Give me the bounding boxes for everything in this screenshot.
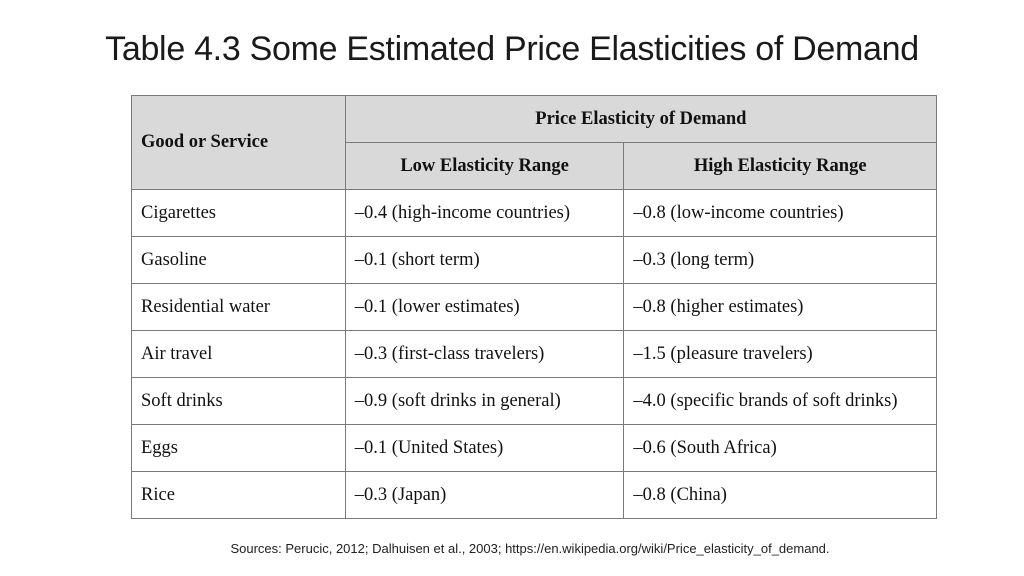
table-row: Soft drinks –0.9 (soft drinks in general… xyxy=(131,377,937,425)
cell-good: Soft drinks xyxy=(131,377,346,425)
cell-good: Cigarettes xyxy=(131,189,346,237)
header-row-ranges: Low Elasticity Range High Elasticity Ran… xyxy=(132,142,937,190)
cell-good: Gasoline xyxy=(131,236,346,284)
header-low-range: Low Elasticity Range xyxy=(344,142,625,190)
slide-title: Table 4.3 Some Estimated Price Elasticit… xyxy=(105,30,919,68)
cell-high: –1.5 (pleasure travelers) xyxy=(623,330,937,378)
cell-low: –0.9 (soft drinks in general) xyxy=(344,377,625,425)
table-header: Good or Service Price Elasticity of Dema… xyxy=(131,95,938,190)
cell-low: –0.1 (short term) xyxy=(344,236,625,284)
table-row: Rice –0.3 (Japan) –0.8 (China) xyxy=(131,471,937,519)
cell-high: –0.8 (China) xyxy=(623,471,937,519)
cell-good: Air travel xyxy=(131,330,346,378)
table-row: Cigarettes –0.4 (high-income countries) … xyxy=(131,189,937,237)
table-row: Air travel –0.3 (first-class travelers) … xyxy=(131,330,937,378)
cell-good: Residential water xyxy=(131,283,346,331)
table-body: Cigarettes –0.4 (high-income countries) … xyxy=(131,189,937,519)
cell-low: –0.1 (United States) xyxy=(344,424,625,472)
cell-high: –0.8 (low-income countries) xyxy=(623,189,937,237)
header-price-elasticity: Price Elasticity of Demand xyxy=(344,95,938,143)
cell-high: –0.3 (long term) xyxy=(623,236,937,284)
header-high-range: High Elasticity Range xyxy=(623,142,937,190)
table-row: Gasoline –0.1 (short term) –0.3 (long te… xyxy=(131,236,937,284)
cell-high: –0.6 (South Africa) xyxy=(623,424,937,472)
cell-good: Rice xyxy=(131,471,346,519)
cell-low: –0.3 (first-class travelers) xyxy=(344,330,625,378)
table-row: Residential water –0.1 (lower estimates)… xyxy=(131,283,937,331)
sources-note: Sources: Perucic, 2012; Dalhuisen et al.… xyxy=(230,541,830,556)
header-good-or-service: Good or Service xyxy=(131,95,346,190)
cell-low: –0.4 (high-income countries) xyxy=(344,189,625,237)
elasticity-table: Good or Service Price Elasticity of Dema… xyxy=(131,95,938,519)
cell-low: –0.3 (Japan) xyxy=(344,471,625,519)
cell-low: –0.1 (lower estimates) xyxy=(344,283,625,331)
table-row: Eggs –0.1 (United States) –0.6 (South Af… xyxy=(131,424,937,472)
cell-high: –0.8 (higher estimates) xyxy=(623,283,937,331)
cell-good: Eggs xyxy=(131,424,346,472)
header-row-group: Good or Service Price Elasticity of Dema… xyxy=(131,95,938,190)
cell-high: –4.0 (specific brands of soft drinks) xyxy=(623,377,937,425)
